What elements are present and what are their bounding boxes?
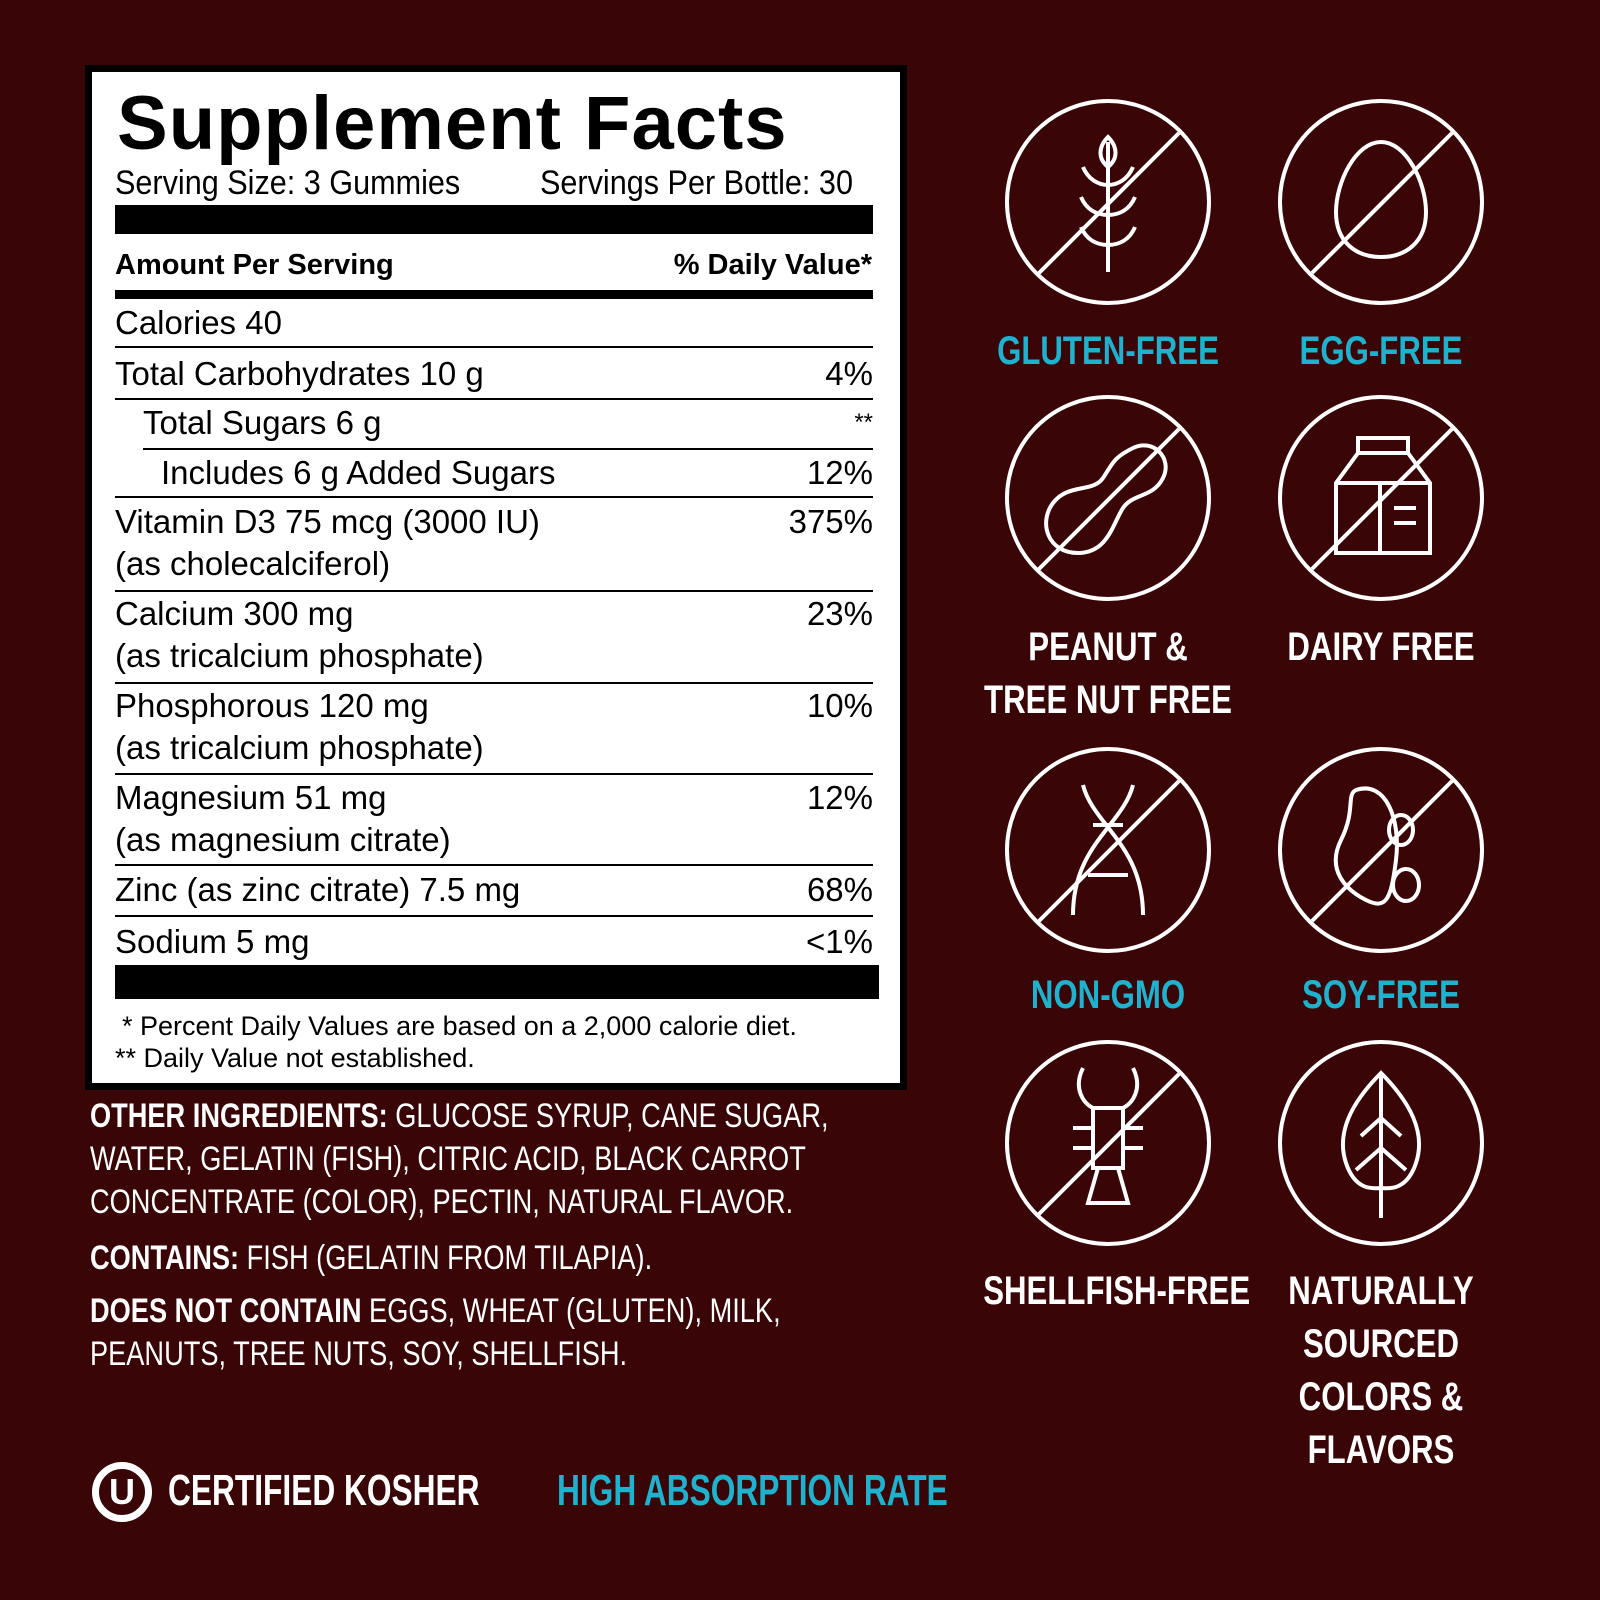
footnote: * Percent Daily Values are based on a 2,… [122, 1011, 797, 1041]
soybean-icon [1278, 747, 1484, 953]
medium-divider [115, 290, 873, 299]
thick-divider [115, 965, 879, 999]
kosher-logo: U [92, 1462, 152, 1522]
contains: CONTAINS: FISH (GELATIN FROM TILAPIA). [90, 1239, 653, 1277]
leaf-icon [1278, 1040, 1484, 1246]
shellfish-free-label: SHELLFISH-FREE [983, 1269, 1251, 1313]
servings-per-bottle: Servings Per Bottle: 30 [540, 164, 853, 202]
thick-divider [115, 205, 873, 234]
soy-free-label: SOY-FREE [1302, 973, 1460, 1017]
egg-free-label: EGG-FREE [1299, 329, 1463, 373]
serving-size: Serving Size: 3 Gummies [115, 164, 461, 202]
peanut-icon [1005, 395, 1211, 601]
lobster-icon [1005, 1040, 1211, 1246]
supplement-facts-panel: Supplement Facts Serving Size: 3 Gummies… [85, 65, 907, 1090]
dairy-free-label: DAIRY FREE [1287, 625, 1475, 669]
naturally-sourced-label: NATURALLY SOURCED COLORS & FLAVORS [1288, 1269, 1474, 1472]
non-gmo-label: NON-GMO [1030, 973, 1186, 1017]
other-ingredients: OTHER INGREDIENTS: GLUCOSE SYRUP, CANE S… [90, 1097, 829, 1221]
wheat-icon [1005, 99, 1211, 305]
footnote: ** Daily Value not established. [115, 1043, 475, 1073]
certified-kosher: CERTIFIED KOSHER [168, 1466, 480, 1515]
does-not-contain: DOES NOT CONTAIN EGGS, WHEAT (GLUTEN), M… [90, 1292, 781, 1373]
egg-icon [1278, 99, 1484, 305]
high-absorption-rate: HIGH ABSORPTION RATE [557, 1466, 948, 1515]
gluten-free-label: GLUTEN-FREE [997, 329, 1219, 373]
facts-title: Supplement Facts [117, 81, 788, 166]
amount-header: Amount Per Serving [115, 249, 394, 281]
dna-icon [1005, 747, 1211, 953]
peanut-free-label: PEANUT & TREE NUT FREE [984, 625, 1232, 722]
dv-header: % Daily Value* [673, 249, 872, 281]
milk-carton-icon [1278, 395, 1484, 601]
